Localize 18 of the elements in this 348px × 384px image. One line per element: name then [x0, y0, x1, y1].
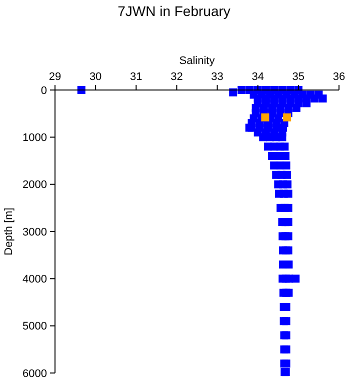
x-tick-label: 34: [252, 71, 264, 83]
y-tick-label: 5000: [22, 320, 47, 333]
chart-title: 7JWN in February: [118, 3, 230, 19]
x-tick-label: 29: [48, 71, 62, 83]
y-axis-title: Depth [m]: [3, 208, 15, 256]
y-tick-label: 4000: [22, 274, 47, 286]
x-tick-label: 35: [292, 71, 305, 83]
y-tick-label: 1000: [22, 132, 47, 144]
x-tick-label: 33: [211, 71, 224, 83]
y-tick-label: 0: [40, 84, 47, 97]
y-tick-label: 2000: [22, 179, 47, 192]
x-tick-label: 31: [130, 71, 142, 83]
x-tick-label: 30: [89, 71, 102, 83]
x-tick-label: 32: [170, 71, 183, 83]
x-axis-title: Salinity: [179, 55, 216, 67]
x-tick-label: 36: [332, 71, 346, 83]
y-tick-label: 6000: [22, 368, 47, 380]
y-tick-label: 3000: [22, 226, 47, 238]
